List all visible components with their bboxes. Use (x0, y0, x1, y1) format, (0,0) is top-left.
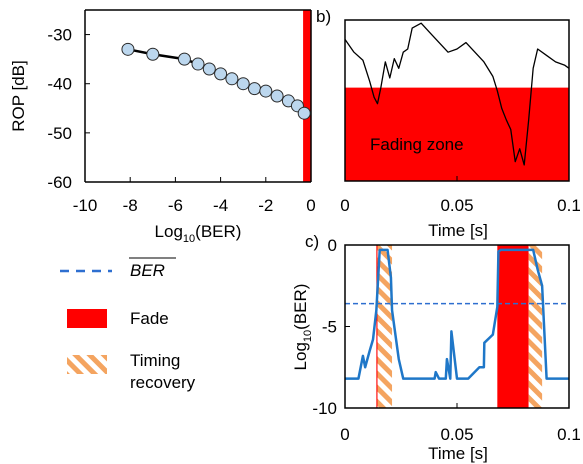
xtick-label-c: 0 (340, 425, 349, 444)
rop-point (121, 42, 135, 56)
panel-a: -10 -8 -6 -4 -2 0 -30 -40 -50 -60 ROP [dB] Log10(… (9, 9, 316, 245)
legend-fade-label: Fade (130, 309, 169, 328)
legend-timing-swatch (67, 355, 107, 374)
xlabel-b: Time [s] (428, 221, 488, 240)
fade-band-c (497, 245, 529, 408)
fade-band-c (376, 245, 379, 408)
ytick-label-a: -60 (47, 173, 72, 192)
xtick-label-c: 0.1 (557, 425, 581, 444)
ytick-label-c: 0 (328, 236, 337, 255)
legend-mean-label: BER (130, 261, 165, 280)
power-trace (345, 22, 569, 166)
fade-band-a (303, 10, 311, 182)
fading-zone-label: Fading zone (370, 135, 464, 154)
legend-timing-label-1: Timing (130, 351, 180, 370)
rop-point (270, 89, 284, 103)
rop-point (214, 67, 228, 81)
rop-point (202, 62, 216, 76)
xtick-label-a: 0 (306, 196, 315, 215)
xtick-label-a: -4 (213, 196, 228, 215)
ylabel-c: Log10(BER) (291, 284, 314, 371)
rop-point (236, 77, 250, 91)
panel-b: Fading zone 0 0.05 0.1 b) Time [s] (316, 7, 581, 240)
rop-point (191, 57, 205, 71)
ber-trace (345, 248, 569, 380)
ylabel-a: ROP [dB] (9, 60, 28, 132)
ytick-label-c: -5 (322, 318, 337, 337)
legend: BER Fade Timing recovery (60, 257, 196, 392)
xtick-label-c: 0.05 (440, 425, 473, 444)
xtick-label-a: -8 (123, 196, 138, 215)
ytick-label-a: -50 (47, 124, 72, 143)
timing-band-c (528, 245, 543, 408)
legend-fade-swatch (67, 309, 107, 328)
panel-c: 0 0.05 0.1 0 -5 -10 c) Time [s] Log10(BER) (291, 232, 581, 463)
rop-point (248, 82, 261, 96)
xtick-label-b: 0.1 (557, 196, 581, 215)
xtick-label-b: 0.05 (440, 196, 473, 215)
xtick-label-b: 0 (340, 196, 349, 215)
rop-point (225, 72, 239, 86)
rop-point (146, 47, 160, 61)
ytick-label-a: -30 (47, 26, 72, 45)
ytick-label-c: -10 (312, 399, 337, 418)
ytick-label-a: -40 (47, 75, 72, 94)
xlabel-c: Time [s] (428, 444, 488, 463)
timing-band-c (377, 245, 393, 408)
xlabel-a: Log10(BER) (155, 222, 242, 245)
rop-point (259, 84, 273, 98)
xtick-label-a: -2 (258, 196, 273, 215)
rop-point (177, 52, 191, 66)
panel-label-b: b) (316, 7, 331, 26)
rop-point (297, 106, 311, 120)
xtick-label-a: -10 (73, 196, 98, 215)
panel-label-c: c) (305, 232, 319, 251)
legend-timing-label-2: recovery (130, 373, 196, 392)
fading-zone-band (345, 87, 569, 181)
xtick-label-a: -6 (168, 196, 183, 215)
